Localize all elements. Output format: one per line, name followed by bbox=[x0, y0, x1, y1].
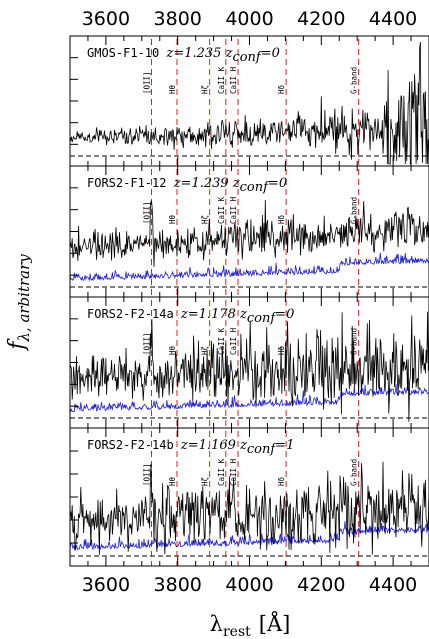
line-label: Hζ bbox=[201, 85, 210, 94]
line-label: CaII K bbox=[217, 196, 226, 224]
line-label: CaII H bbox=[229, 196, 238, 224]
line-label: G-band bbox=[350, 197, 359, 224]
spectrum-line bbox=[69, 199, 429, 268]
line-label: Hθ bbox=[168, 84, 177, 94]
line-label: G-band bbox=[350, 67, 359, 94]
line-label: CaII H bbox=[229, 327, 238, 355]
line-label: G-band bbox=[350, 459, 359, 486]
x-tick-label-top: 3800 bbox=[154, 8, 202, 30]
line-label: [OII] bbox=[142, 71, 151, 94]
line-label: CaII H bbox=[229, 66, 238, 94]
x-tick-label: 4200 bbox=[297, 574, 345, 596]
spectrum-line bbox=[69, 311, 429, 422]
line-label: CaII K bbox=[217, 327, 226, 355]
spectrum-line bbox=[69, 461, 429, 555]
error-spectrum-line bbox=[69, 384, 429, 413]
x-tick-label: 4000 bbox=[225, 574, 273, 596]
x-tick-label: 3600 bbox=[82, 574, 130, 596]
spectrum-panel: [OII] Hθ Hζ CaII K CaII H Hδ G-band FORS2-F1-12… bbox=[69, 165, 429, 298]
spectrum-panel: [OII] Hθ Hζ CaII K CaII H Hδ G-band FORS2-F2-14… bbox=[69, 427, 429, 567]
x-tick-label: 3800 bbox=[154, 574, 202, 596]
spectrum-panel: [OII] Hθ Hζ CaII K CaII H Hδ G-band FORS2-F2-14… bbox=[69, 296, 429, 429]
line-label: Hδ bbox=[277, 476, 286, 486]
x-tick-label-top: 4200 bbox=[297, 8, 345, 30]
spectrum-panel: [OII] Hθ Hζ CaII K CaII H Hδ G-band GMOS-F1-10 … bbox=[69, 35, 429, 167]
spectrum-line bbox=[69, 41, 429, 165]
x-tick-label-top: 4400 bbox=[369, 8, 417, 30]
panel-title: FORS2-F2-14a z=1.178 zconf=0 bbox=[87, 307, 294, 326]
x-tick-label-top: 4000 bbox=[225, 8, 273, 30]
line-label: [OII] bbox=[142, 332, 151, 355]
line-label: Hζ bbox=[201, 477, 210, 486]
x-tick-label-top: 3600 bbox=[82, 8, 130, 30]
x-tick-label: 4400 bbox=[369, 574, 417, 596]
line-label: Hθ bbox=[168, 476, 177, 486]
line-label: Hδ bbox=[277, 84, 286, 94]
error-spectrum-line bbox=[69, 521, 429, 551]
line-label: Hζ bbox=[201, 346, 210, 355]
x-axis-title: λrest [Å] bbox=[210, 611, 291, 639]
line-label: CaII H bbox=[229, 458, 238, 486]
line-label: Hθ bbox=[168, 214, 177, 224]
panel-title: FORS2-F2-14b z=1.169 zconf=1 bbox=[87, 438, 294, 457]
line-label: [OII] bbox=[142, 201, 151, 224]
y-axis-title: fλ, arbitrary bbox=[5, 254, 33, 352]
line-label: CaII K bbox=[217, 458, 226, 486]
error-spectrum-line bbox=[69, 252, 429, 282]
line-label: Hδ bbox=[277, 345, 286, 355]
panel-title: FORS2-F1-12 z=1.239 zconf=0 bbox=[87, 176, 287, 195]
line-label: Hζ bbox=[201, 215, 210, 224]
line-label: Hθ bbox=[168, 345, 177, 355]
line-label: G-band bbox=[350, 328, 359, 355]
line-label: CaII K bbox=[217, 66, 226, 94]
line-label: Hδ bbox=[277, 214, 286, 224]
line-label: [OII] bbox=[142, 463, 151, 486]
panel-title: GMOS-F1-10 z=1.235 zconf=0 bbox=[87, 46, 280, 65]
